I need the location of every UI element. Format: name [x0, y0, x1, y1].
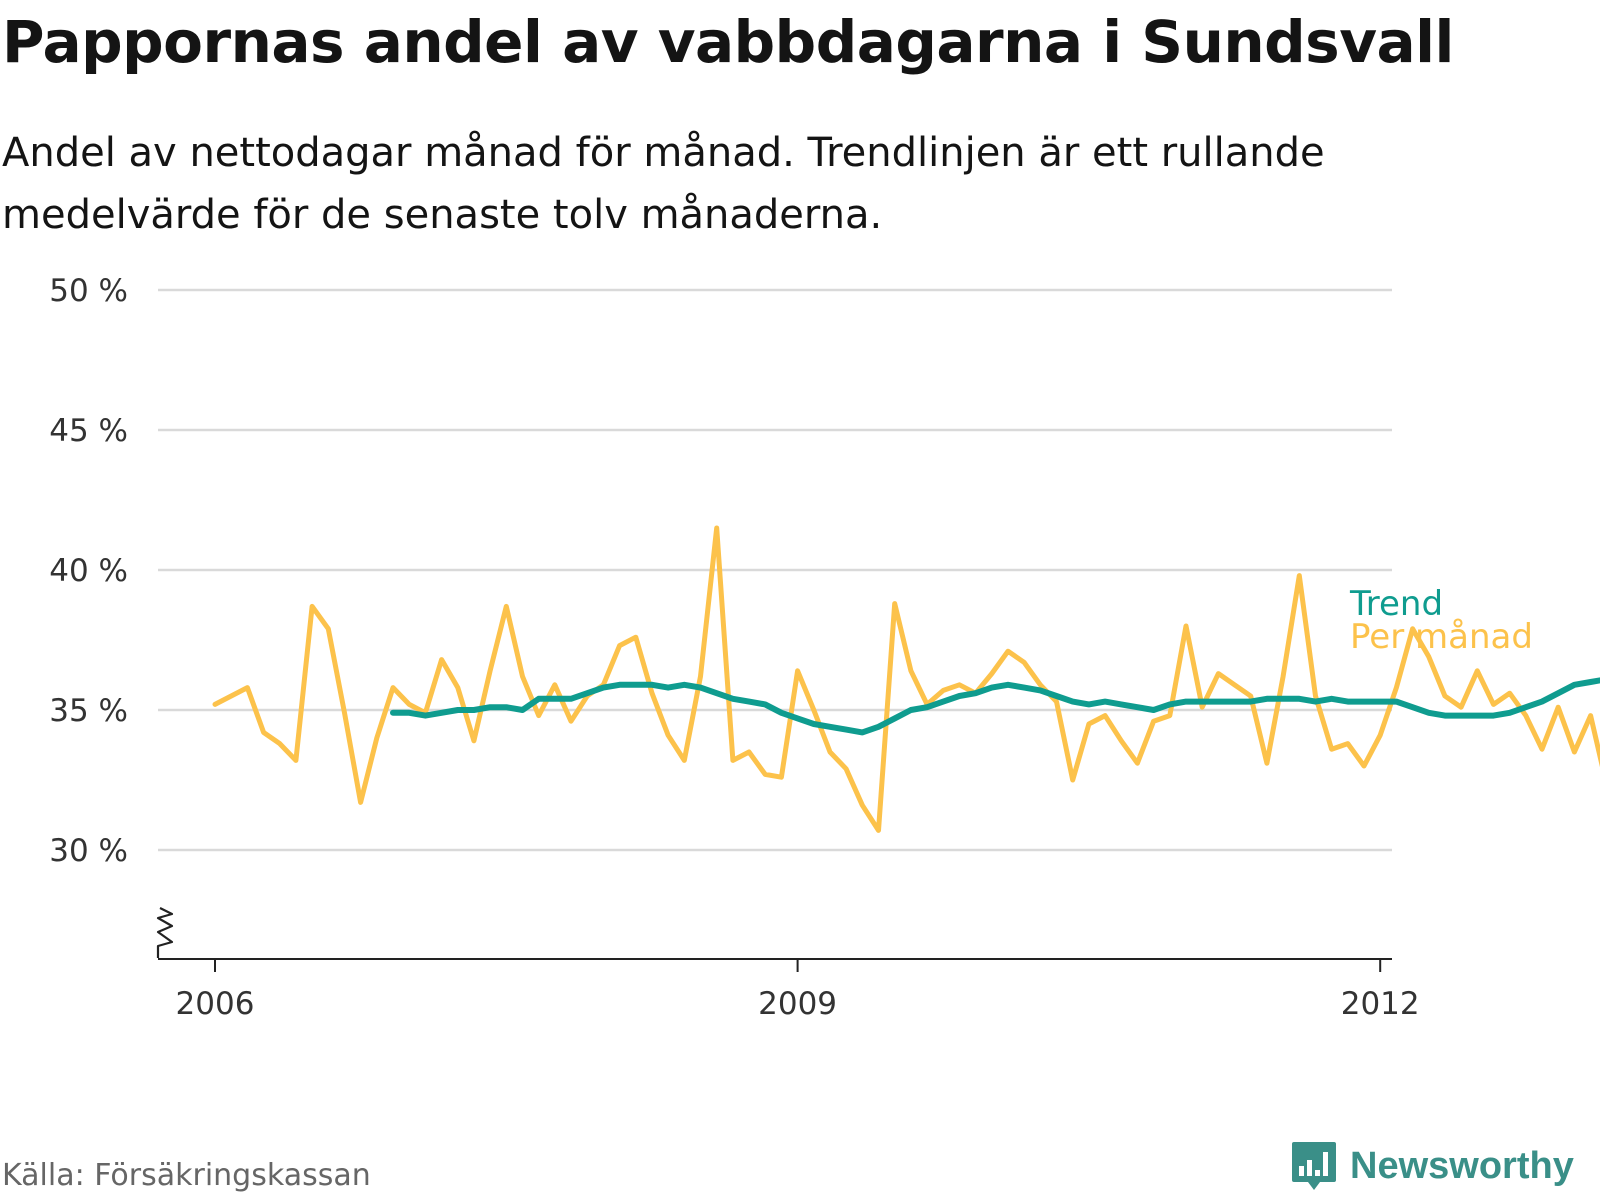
y-tick-label: 35 % [49, 693, 128, 729]
x-tick-label: 2012 [1341, 986, 1420, 1022]
series-line-trend [390, 677, 1600, 736]
x-axis-ticks: 2006200920122015201820212023 [176, 959, 1420, 1022]
x-tick-label: 2009 [758, 986, 837, 1022]
source-note: Källa: Försäkringskassan [2, 1158, 371, 1193]
bar-chart-speech-bubble-icon [1292, 1142, 1336, 1190]
brand-name: Newsworthy [1350, 1144, 1574, 1187]
series-lines [212, 525, 1600, 833]
gridlines [158, 288, 1392, 852]
series-line-per-manad [212, 525, 1600, 833]
y-tick-label: 30 % [49, 833, 128, 869]
brand-logo: Newsworthy [1290, 1140, 1574, 1192]
line-chart: 30 %35 %40 %45 %50 % 2006200920122015201… [49, 273, 1600, 1022]
x-tick-label: 2006 [176, 986, 255, 1022]
x-axis [156, 907, 1392, 960]
y-axis-break-icon [156, 907, 174, 958]
y-tick-label: 40 % [49, 553, 128, 589]
series-label-trend: Trend [1349, 584, 1443, 624]
y-axis-ticks: 30 % 35 % 40 % 45 % 50 % [49, 273, 128, 869]
chart-title: Pappornas andel av vabbdagarna i Sundsva… [2, 8, 1454, 76]
y-tick-label: 50 % [49, 273, 128, 309]
chart-subtitle: Andel av nettodagar månad för månad. Tre… [2, 130, 1325, 238]
y-tick-label: 45 % [49, 413, 128, 449]
series-label-per-manad: Per månad [1350, 617, 1533, 657]
